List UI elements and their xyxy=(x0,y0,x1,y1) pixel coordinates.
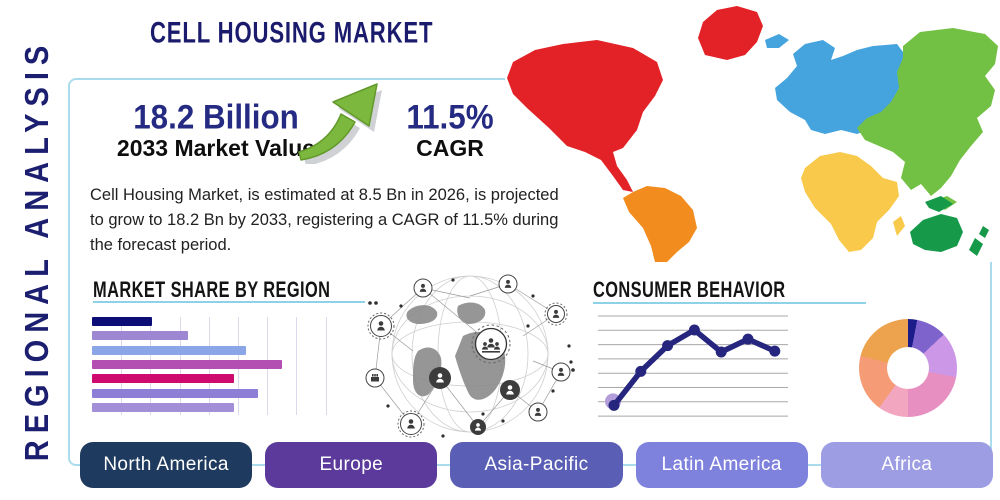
market-value-stat: 18.2 Billion 2033 Market Value xyxy=(96,97,336,161)
data-point xyxy=(742,333,754,345)
bar-segment xyxy=(92,374,234,384)
market-value-label: 2033 Market Value xyxy=(116,134,316,161)
bar-segment xyxy=(92,345,246,355)
bar-gridline xyxy=(296,317,298,415)
consumer-behavior-underline xyxy=(593,302,866,304)
donut-chart xyxy=(859,319,957,417)
growth-arrow-icon xyxy=(296,80,382,166)
data-point xyxy=(635,365,647,377)
bar-segment xyxy=(92,402,234,412)
cagr-label: CAGR xyxy=(416,134,484,161)
bar-segment xyxy=(92,331,188,341)
map-new-guinea xyxy=(925,196,953,212)
bar-segment xyxy=(92,388,258,398)
bar-gridline xyxy=(325,317,327,415)
map-asia xyxy=(857,28,998,196)
region-button-latin-america[interactable]: Latin America xyxy=(635,442,808,488)
market-description: Cell Housing Market, is estimated at 8.5… xyxy=(90,186,559,255)
donut-hole xyxy=(887,347,929,389)
market-share-underline xyxy=(93,301,365,303)
bar-chart xyxy=(92,317,332,415)
map-south-america xyxy=(623,186,697,262)
bar-segment xyxy=(92,359,282,369)
region-button-north-america[interactable]: North America xyxy=(80,442,253,488)
line-chart xyxy=(598,315,788,417)
map-iceland xyxy=(765,34,789,48)
cagr-number: 11.5% xyxy=(406,97,494,136)
data-point xyxy=(688,324,700,336)
map-africa xyxy=(801,152,899,252)
data-point xyxy=(608,399,620,411)
map-greenland xyxy=(698,6,763,60)
page-title: CELL HOUSING MARKET xyxy=(150,16,434,49)
region-buttons-row: North America Europe Asia-Pacific Latin Ame… xyxy=(80,442,994,488)
data-point xyxy=(715,346,727,358)
map-madagascar xyxy=(893,216,905,236)
bar-segment xyxy=(92,317,152,326)
map-australia xyxy=(910,214,963,252)
world-map xyxy=(505,0,1000,262)
data-point xyxy=(662,340,674,352)
map-europe xyxy=(775,40,905,134)
globe-network-graphic xyxy=(365,274,575,438)
market-share-heading: MARKET SHARE BY REGION xyxy=(93,278,331,303)
consumer-behavior-heading: CONSUMER BEHAVIOR xyxy=(593,278,786,303)
data-point xyxy=(769,345,781,357)
side-label-regional-analysis: REGIONAL ANALYSIS xyxy=(19,38,56,462)
region-button-africa[interactable]: Africa xyxy=(820,442,994,488)
map-new-zealand xyxy=(969,226,989,256)
market-value-number: 18.2 Billion xyxy=(133,97,299,136)
region-button-europe[interactable]: Europe xyxy=(265,442,438,488)
cagr-stat: 11.5% CAGR xyxy=(398,97,502,161)
map-north-america xyxy=(507,40,663,192)
region-button-asia-pacific[interactable]: Asia-Pacific xyxy=(450,442,623,488)
